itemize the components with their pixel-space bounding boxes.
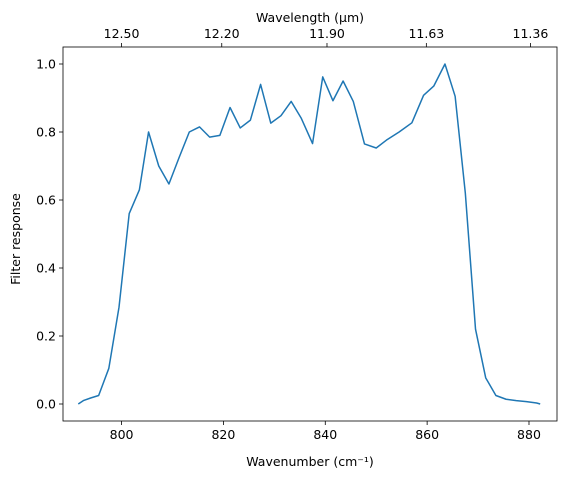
y-tick-label: 1.0 — [36, 57, 56, 72]
x-tick-label: 860 — [415, 427, 439, 442]
top-tick-label: 11.63 — [408, 26, 444, 41]
top-tick-label: 11.36 — [513, 26, 549, 41]
x-axis-title: Wavenumber (cm⁻¹) — [246, 454, 373, 469]
filter-response-line — [77, 63, 541, 405]
y-axis-title: Filter response — [8, 193, 23, 285]
x-tick-label: 880 — [517, 427, 541, 442]
y-tick-label: 0.0 — [36, 397, 56, 412]
x-tick-label: 820 — [211, 427, 235, 442]
y-tick-label: 0.4 — [36, 261, 56, 276]
y-tick-label: 0.2 — [36, 329, 56, 344]
y-tick-label: 0.6 — [36, 193, 56, 208]
x-tick-label: 840 — [313, 427, 337, 442]
x-axis-bottom: 800 820 840 860 880 — [110, 421, 541, 442]
top-axis-title: Wavelength (μm) — [256, 10, 364, 25]
x-tick-label: 800 — [110, 427, 134, 442]
top-tick-label: 12.50 — [104, 26, 140, 41]
y-axis-left: 0.0 0.2 0.4 0.6 0.8 1.0 — [36, 57, 63, 412]
y-tick-label: 0.8 — [36, 125, 56, 140]
top-tick-label: 12.20 — [204, 26, 240, 41]
plot-area — [62, 46, 558, 422]
plot-frame — [62, 46, 558, 422]
x-axis-top: 12.50 12.20 11.90 11.63 11.36 — [104, 26, 549, 47]
top-tick-label: 11.90 — [309, 26, 345, 41]
